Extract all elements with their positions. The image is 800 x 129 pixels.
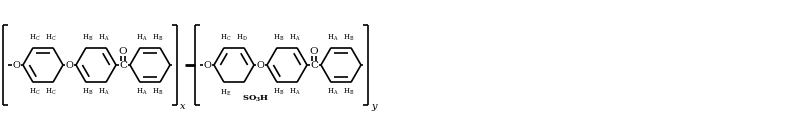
Text: H$_{\mathregular{C}}$: H$_{\mathregular{C}}$ <box>220 33 232 43</box>
Text: H$_{\mathregular{A}}$: H$_{\mathregular{A}}$ <box>327 87 339 97</box>
Text: SO$_{\mathregular{3}}$H: SO$_{\mathregular{3}}$H <box>242 94 270 104</box>
Text: H$_{\mathregular{C'}}$: H$_{\mathregular{C'}}$ <box>45 87 58 97</box>
Text: C: C <box>119 61 127 70</box>
Text: H$_{\mathregular{D}}$: H$_{\mathregular{D}}$ <box>236 33 248 43</box>
Text: H$_{\mathregular{B}}$: H$_{\mathregular{B}}$ <box>343 87 354 97</box>
Text: O: O <box>65 61 73 70</box>
Text: H$_{\mathregular{B'}}$: H$_{\mathregular{B'}}$ <box>82 87 94 97</box>
Text: O: O <box>12 61 20 70</box>
Text: H$_{\mathregular{B'}}$: H$_{\mathregular{B'}}$ <box>82 33 94 43</box>
Text: H$_{\mathregular{C'}}$: H$_{\mathregular{C'}}$ <box>45 33 58 43</box>
Text: H$_{\mathregular{B}}$: H$_{\mathregular{B}}$ <box>152 87 164 97</box>
Text: O: O <box>256 61 264 70</box>
Text: x: x <box>180 102 186 111</box>
Text: y: y <box>371 102 377 111</box>
Text: H$_{\mathregular{A'}}$: H$_{\mathregular{A'}}$ <box>98 33 110 43</box>
Text: H$_{\mathregular{A}}$: H$_{\mathregular{A}}$ <box>327 33 339 43</box>
Text: H$_{\mathregular{A}}$: H$_{\mathregular{A}}$ <box>136 33 148 43</box>
Text: H$_{\mathregular{C'}}$: H$_{\mathregular{C'}}$ <box>29 87 42 97</box>
Text: C: C <box>310 61 318 70</box>
Text: H$_{\mathregular{B'}}$: H$_{\mathregular{B'}}$ <box>273 33 286 43</box>
Text: H$_{\mathregular{A'}}$: H$_{\mathregular{A'}}$ <box>98 87 110 97</box>
Text: H$_{\mathregular{B}}$: H$_{\mathregular{B}}$ <box>152 33 164 43</box>
Text: H$_{\mathregular{E}}$: H$_{\mathregular{E}}$ <box>220 88 232 98</box>
Text: H$_{\mathregular{B}}$: H$_{\mathregular{B}}$ <box>343 33 354 43</box>
Text: H$_{\mathregular{A}}$: H$_{\mathregular{A}}$ <box>136 87 148 97</box>
Text: H$_{\mathregular{A'}}$: H$_{\mathregular{A'}}$ <box>289 33 302 43</box>
Text: O: O <box>310 47 318 57</box>
Text: O: O <box>203 61 211 70</box>
Text: H$_{\mathregular{C'}}$: H$_{\mathregular{C'}}$ <box>29 33 42 43</box>
Text: H$_{\mathregular{A'}}$: H$_{\mathregular{A'}}$ <box>289 87 302 97</box>
Text: O: O <box>118 47 127 57</box>
Text: H$_{\mathregular{B'}}$: H$_{\mathregular{B'}}$ <box>273 87 286 97</box>
